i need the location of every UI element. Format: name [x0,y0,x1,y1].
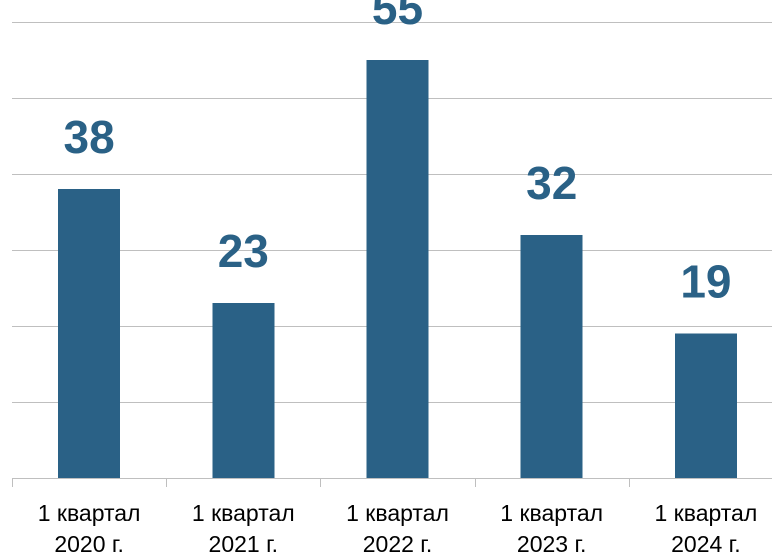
bar-2 [366,60,429,478]
data-label-3: 32 [526,157,577,209]
category-label-line: 2022 г. [363,531,433,552]
bar-0 [58,189,121,478]
bar-3 [520,234,583,478]
category-label-line: 1 квартал [655,500,758,526]
category-labels: 1 квартал 2020 г.1 квартал 2021 г.1 кварта… [38,500,758,552]
bar-4 [674,333,737,478]
category-label-1: 1 квартал 2021 г. [192,500,295,552]
category-label-line: 2021 г. [209,531,279,552]
category-label-4: 1 квартал 2024 г. [655,500,758,552]
data-label-0: 38 [64,111,115,163]
category-label-2: 1 квартал 2022 г. [346,500,449,552]
category-label-line: 2023 г. [517,531,587,552]
category-label-0: 1 квартал 2020 г. [38,500,141,552]
category-label-line: 1 квартал [346,500,449,526]
data-label-1: 23 [218,225,269,277]
x-axis [12,478,772,487]
category-label-3: 1 квартал 2023 г. [500,500,603,552]
category-label-line: 2024 г. [671,531,741,552]
bars [58,60,737,478]
category-label-line: 2020 г. [54,531,124,552]
data-label-2: 55 [372,0,423,34]
data-labels: 38 23 55 32 19 [64,0,732,308]
bar-1 [212,303,275,478]
data-label-4: 19 [680,256,731,308]
category-label-line: 1 квартал [38,500,141,526]
category-label-line: 1 квартал [500,500,603,526]
category-label-line: 1 квартал [192,500,295,526]
